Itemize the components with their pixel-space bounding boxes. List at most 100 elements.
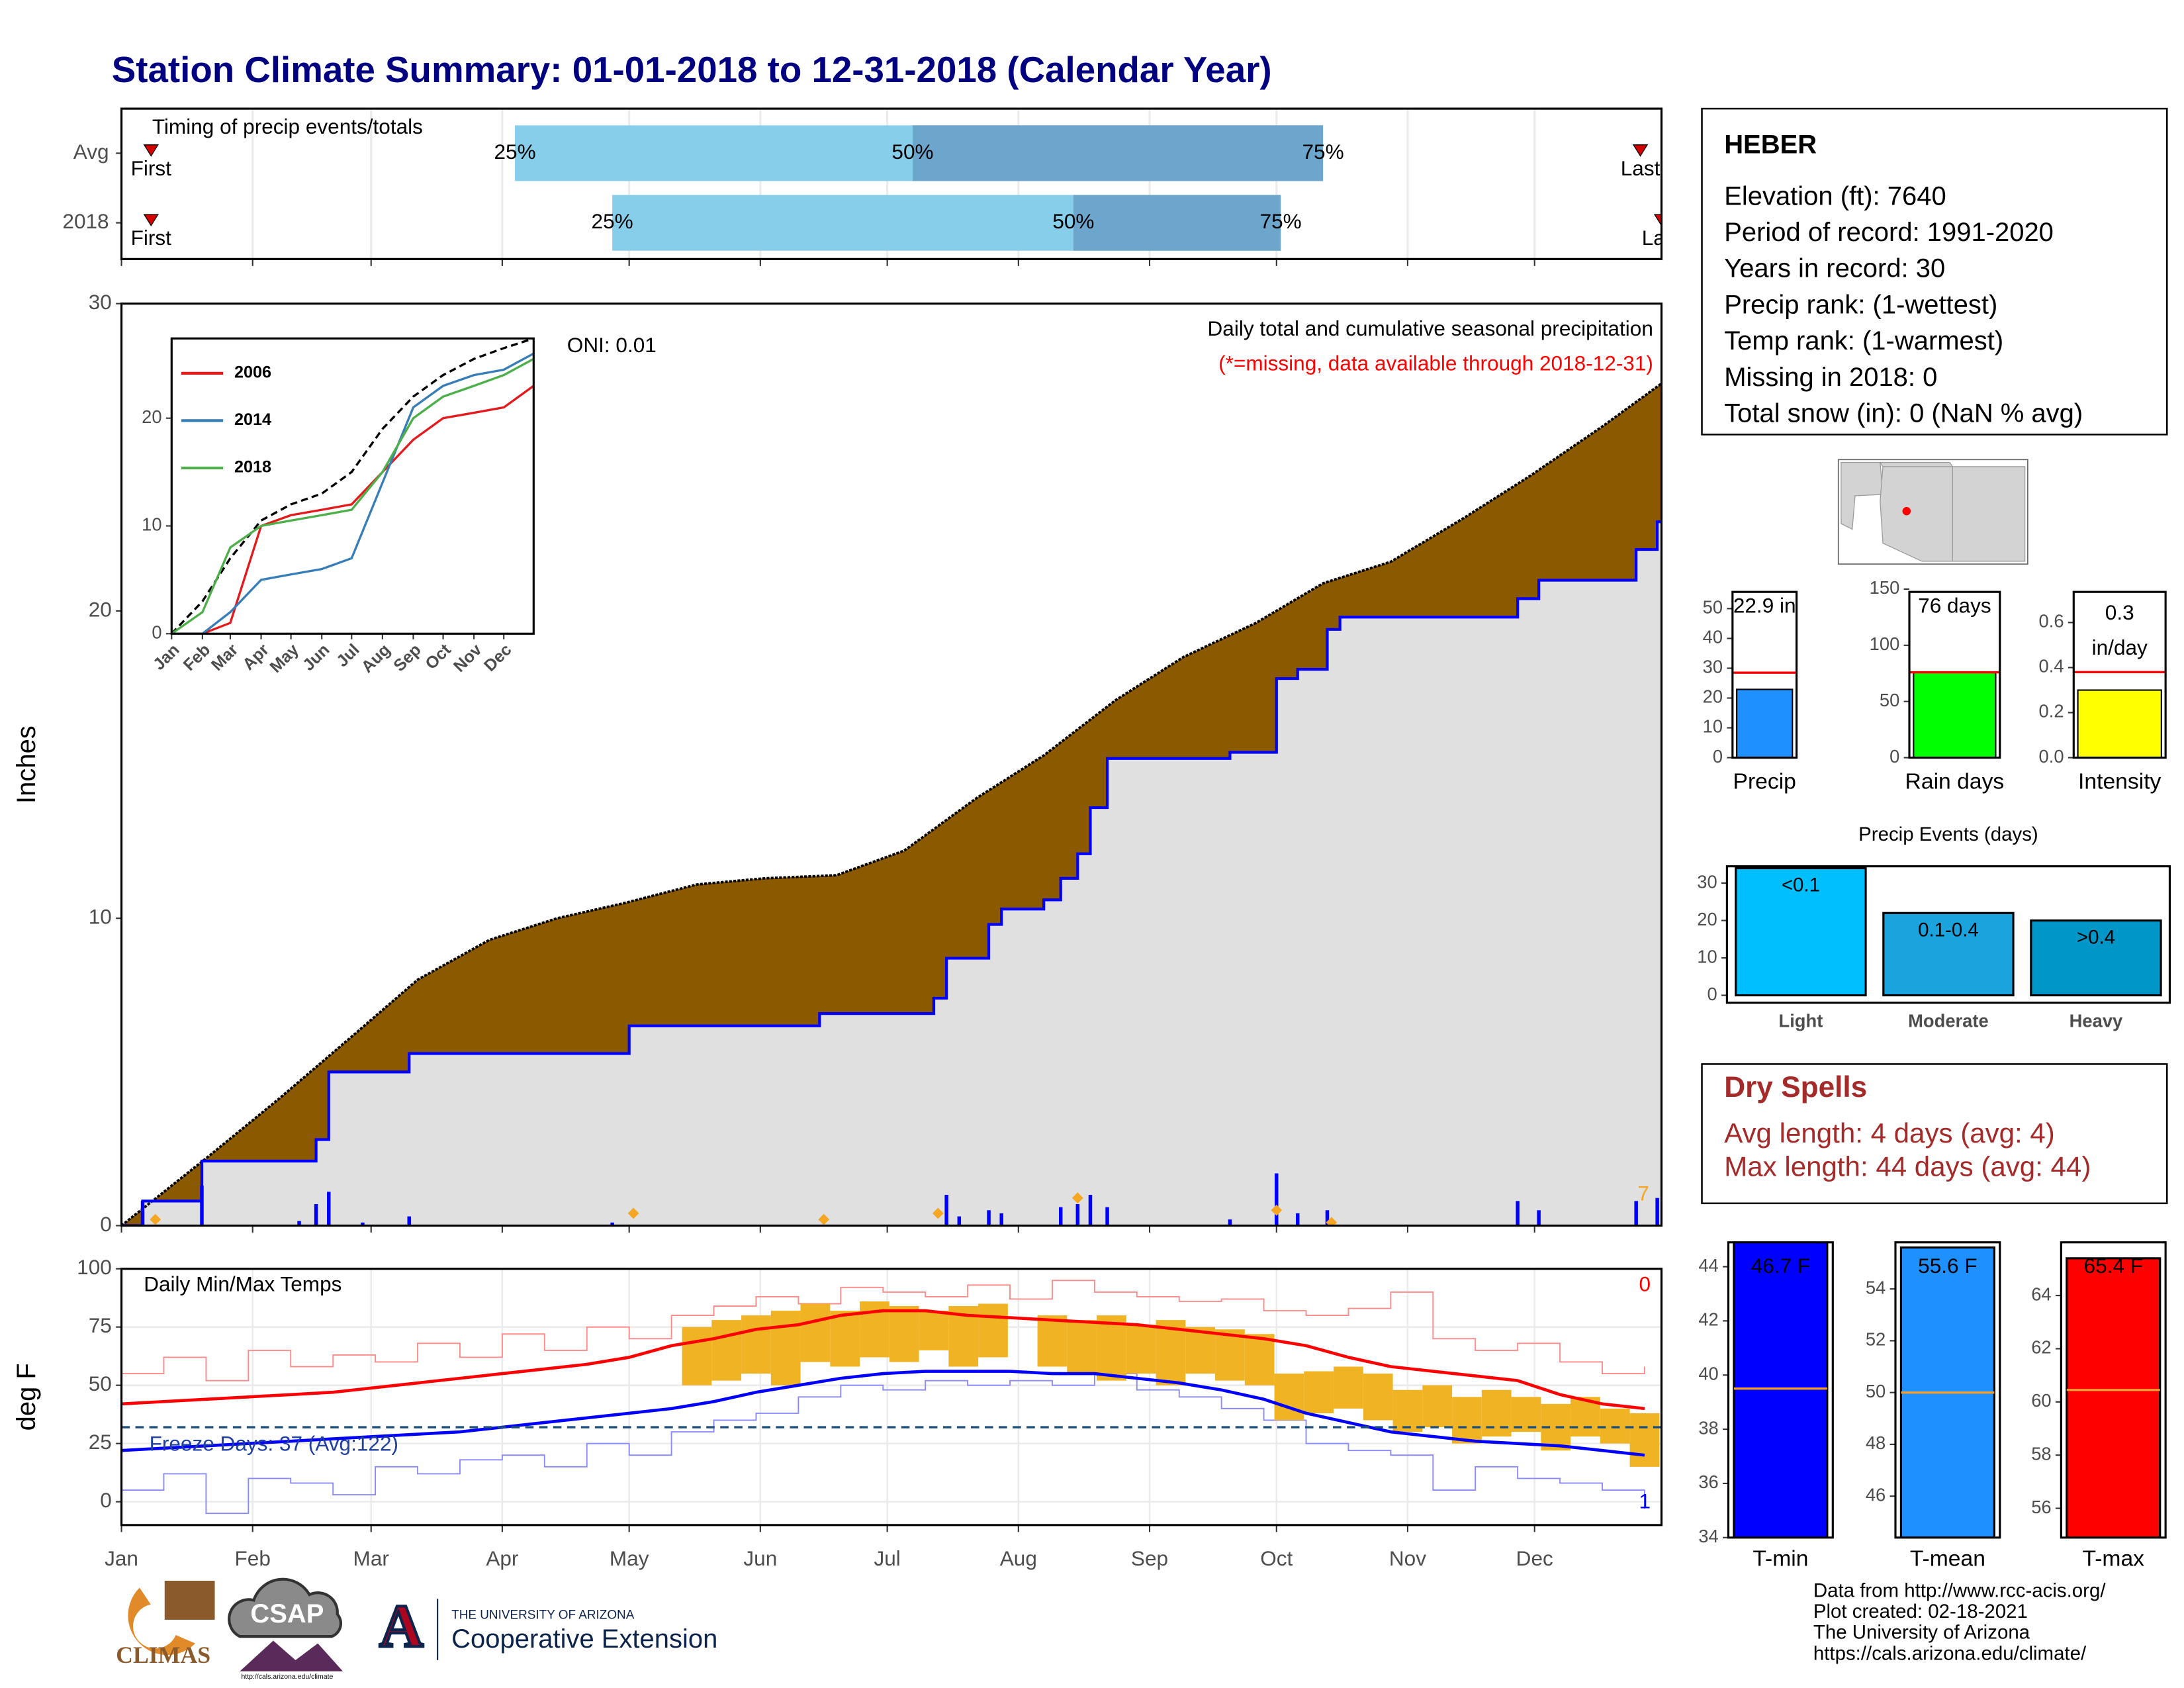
temp-range-bar [978,1303,1008,1358]
daily-bar [987,1210,991,1226]
temp-range-bar [1126,1325,1156,1374]
y-tick-label: 100 [1870,633,1900,654]
daily-bar [140,1201,145,1226]
y-tick-label: 0 [1713,746,1723,767]
summary-bar [2077,689,2162,759]
y-tick-label: 0 [100,1212,112,1236]
y-tick-label: 60 [2031,1390,2051,1411]
daily-bar [361,1222,365,1226]
y-tick-label: 10 [1703,716,1723,737]
station-line: Missing in 2018: 0 [1724,363,1937,392]
daily-bar [1075,1203,1080,1226]
station-line: Temp rank: (1-warmest) [1724,326,2003,355]
x-tick-label: May [610,1546,649,1570]
series-line [171,385,534,634]
daily-bar [200,1186,204,1226]
category-label: T-mean [1910,1546,1985,1571]
temp-range-bar [1244,1334,1275,1385]
category-label: Intensity [2078,769,2161,794]
unit-label: in/day [2092,635,2148,659]
temp-range-bar [1392,1389,1423,1432]
panel-title: Daily total and cumulative seasonal prec… [1208,316,1653,340]
daily-bar [999,1213,1003,1226]
plot-frame [1908,590,2001,759]
station-line: Precip rank: (1-wettest) [1724,290,1997,319]
logos: CLIMAS CSAP http://cals.arizona.edu/clim… [116,1577,717,1681]
daily-bar [610,1222,614,1226]
temp-range-bar [1037,1315,1068,1367]
y-tick-label: 0 [1889,746,1899,767]
category-label: Precip [1733,769,1796,794]
freeze-label: Freeze Days: 37 (Avg:122) [150,1432,398,1456]
series-line [171,352,534,634]
y-tick-label: 62 [2031,1337,2051,1358]
extension-text: Cooperative Extension [451,1624,717,1654]
quartile-label: 75% [1260,209,1302,233]
timing-marker [143,214,159,227]
map-state [1952,466,2026,562]
daily-bar [1105,1207,1109,1226]
count-label: 7 [1637,1182,1649,1205]
x-tick-label: Feb [235,1546,271,1570]
station-line: Elevation (ft): 7640 [1724,181,1946,211]
station-line: Years in record: 30 [1724,254,1945,283]
csap-logo-url: http://cals.arizona.edu/climate [241,1673,333,1681]
temp-range-bar [1452,1397,1482,1444]
daily-temp-line [121,1373,1645,1515]
value-label: >0.4 [2077,927,2115,949]
plot-frame [1727,1241,1834,1539]
y-axis-label: deg F [12,1363,41,1430]
daily-bar [1537,1210,1541,1226]
y-tick-label: 52 [1866,1329,1886,1350]
temp-range-bar [741,1315,771,1374]
x-tick-label: Jun [743,1546,777,1570]
plot-frame [170,337,535,635]
y-tick-label: 34 [1698,1526,1718,1546]
y-tick-label: 44 [1698,1255,1718,1276]
temp-range-bar [1481,1389,1512,1437]
temp-range-bar [1363,1374,1393,1421]
row-label: Avg [73,140,109,164]
y-tick-label: 58 [2031,1443,2051,1464]
temp-range-bar [1511,1397,1541,1432]
hot-count: 0 [1639,1272,1651,1295]
marker-label: First [131,226,172,250]
timing-marker [143,144,159,157]
category-label: T-max [2083,1546,2145,1571]
summary-bar [1736,688,1794,759]
temp-range-bar [682,1327,712,1385]
footer-line: Data from http://www.rcc-acis.org/ [1813,1580,2106,1602]
row-label: 2018 [62,209,109,233]
normal-temp-line [121,1370,1645,1457]
temp-range-bar [800,1303,831,1362]
legend-label: 2014 [234,410,271,429]
timing-bar-late [912,125,1324,181]
climas-logo-text: CLIMAS [116,1642,210,1668]
y-tick-label: 20 [1703,686,1723,707]
station-line: Period of record: 1991-2020 [1724,218,2054,247]
bar [2030,919,2162,997]
quartile-label: 50% [891,140,933,164]
y-tick-label: 42 [1698,1309,1718,1330]
value-label: 55.6 F [1918,1254,1977,1278]
daily-bar [297,1221,301,1226]
temp-range-bar [1304,1371,1334,1413]
y-tick-label: 20 [1697,909,1717,929]
y-tick-label: 20 [142,406,161,427]
daily-bar [1516,1201,1520,1226]
marker-label: Last [1621,156,1661,180]
temp-range-bar [770,1311,801,1385]
temp-range-bar [1334,1366,1363,1409]
y-tick-label: 0.6 [2039,611,2064,632]
value-label: <0.1 [1782,874,1820,896]
panel-label: Timing of precip events/totals [152,115,423,138]
value-label: 22.9 in [1733,594,1796,618]
map-state [1879,461,1954,467]
y-tick-label: 46 [1866,1484,1886,1505]
y-tick-label: 0.2 [2039,701,2064,722]
event-marker [818,1213,830,1225]
daily-temp-line [121,1280,1645,1382]
temp-range-bar [1629,1413,1660,1467]
y-tick-label: 100 [77,1255,112,1279]
